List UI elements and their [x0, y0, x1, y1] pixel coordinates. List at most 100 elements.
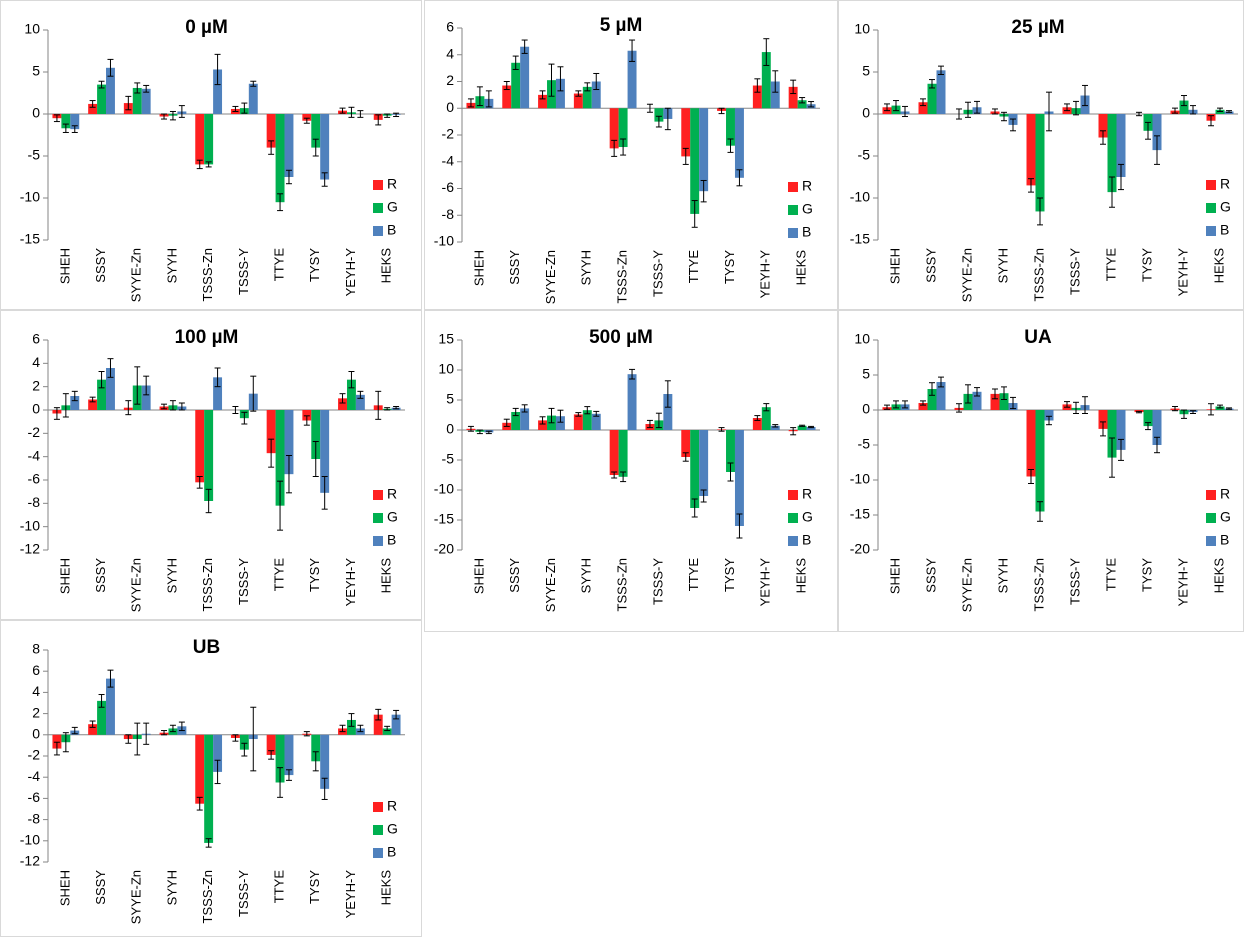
error-bar	[277, 767, 284, 798]
error-bar	[134, 722, 141, 756]
bar	[502, 85, 512, 109]
error-bar	[929, 382, 935, 396]
legend-label: G	[1220, 199, 1231, 215]
error-bar	[143, 375, 150, 396]
error-bar	[1082, 396, 1088, 414]
y-tick-label: 5	[862, 63, 870, 79]
error-bar	[548, 63, 555, 97]
error-bar	[357, 390, 364, 399]
x-tick-label: SYYE-Zn	[129, 558, 144, 612]
bar	[1179, 100, 1189, 114]
legend-swatch	[373, 226, 383, 236]
y-tick-label: 4	[32, 354, 40, 370]
error-bar	[718, 107, 725, 115]
y-tick-label: 4	[32, 683, 40, 699]
error-bar	[196, 796, 203, 811]
error-bar	[808, 101, 815, 108]
error-bar	[312, 138, 319, 157]
error-bar	[250, 706, 257, 772]
panel-border	[0, 0, 422, 310]
bar	[573, 414, 583, 430]
x-tick-label: HEKS	[794, 250, 809, 286]
error-bar	[285, 769, 292, 781]
error-bar	[1217, 107, 1223, 112]
error-bar	[503, 418, 510, 427]
chart-panel: UA -20 -15 -10 -5 0 5 10 SHEH SSSY SYYE-Zn SYYH TSSS…	[838, 310, 1244, 632]
error-bar	[1073, 401, 1079, 414]
y-tick-label: -8	[442, 206, 455, 222]
y-tick-label: -8	[28, 810, 41, 826]
x-tick-label: TYSY	[307, 558, 322, 592]
bar	[511, 62, 521, 109]
y-tick-label: -15	[20, 231, 40, 247]
bar	[990, 393, 1000, 410]
x-tick-label: TYSY	[307, 870, 322, 904]
x-tick-label: TTYE	[686, 250, 701, 284]
bar	[734, 430, 744, 526]
error-bar	[929, 79, 935, 89]
error-bar	[178, 105, 185, 118]
bar	[302, 114, 312, 121]
legend-label: R	[387, 798, 397, 814]
bar	[141, 88, 151, 114]
error-bar	[655, 412, 662, 429]
error-bar	[884, 103, 890, 112]
bar	[284, 734, 294, 776]
y-tick-label: 0	[32, 401, 40, 417]
bar	[213, 69, 223, 114]
error-bar	[611, 471, 618, 479]
x-tick-label: TSSS-Y	[1067, 248, 1082, 295]
y-tick-label: -10	[20, 832, 40, 848]
error-bar	[107, 58, 114, 77]
bar	[195, 114, 205, 165]
error-bar	[893, 100, 899, 112]
legend-swatch	[373, 848, 383, 858]
bar	[382, 728, 392, 735]
error-bar	[584, 82, 591, 92]
x-tick-label: SYYE-Zn	[959, 248, 974, 302]
error-bar	[1028, 178, 1034, 193]
error-bar	[98, 371, 105, 389]
y-tick-label: -6	[442, 179, 455, 195]
x-tick-label: SYYH	[164, 558, 179, 593]
x-tick-label: TYSY	[307, 248, 322, 282]
y-tick-label: -4	[28, 447, 41, 463]
legend-label: G	[387, 509, 398, 525]
x-tick-label: SYYE-Zn	[959, 558, 974, 612]
bar	[266, 734, 276, 755]
error-bar	[268, 750, 275, 760]
bar	[1107, 114, 1117, 193]
panel-border	[424, 310, 838, 632]
error-bar	[1136, 410, 1142, 414]
error-bar	[125, 734, 132, 744]
bar	[132, 87, 142, 114]
error-bar	[339, 393, 346, 404]
x-tick-label: YEYH-Y	[343, 870, 358, 919]
bar	[1098, 114, 1108, 138]
x-tick-label: TTYE	[686, 558, 701, 592]
error-bar	[1046, 415, 1052, 426]
error-bar	[339, 107, 346, 114]
error-bar	[178, 402, 185, 411]
error-bar	[71, 125, 78, 133]
y-tick-label: 6	[446, 19, 454, 35]
y-tick-label: -2	[442, 126, 455, 142]
error-bar	[375, 708, 382, 721]
error-bar	[214, 53, 221, 86]
x-tick-label: YEYH-Y	[343, 558, 358, 607]
legend-swatch	[788, 490, 798, 500]
x-tick-label: SSSY	[507, 558, 522, 593]
legend-swatch	[788, 182, 798, 192]
bar	[275, 410, 285, 506]
chart-panel: 25 µM -15 -10 -5 0 5 10 SHEH SSSY SYYE-Zn SYYH TSSS…	[838, 0, 1244, 310]
error-bar	[62, 732, 69, 753]
error-bar	[902, 400, 908, 409]
bar	[918, 403, 928, 410]
legend-swatch	[788, 513, 798, 523]
y-tick-label: -15	[850, 231, 870, 247]
error-bar	[521, 39, 528, 54]
error-bar	[161, 113, 168, 120]
y-tick-label: 6	[32, 331, 40, 347]
bar	[204, 114, 214, 165]
error-bar	[375, 114, 382, 126]
